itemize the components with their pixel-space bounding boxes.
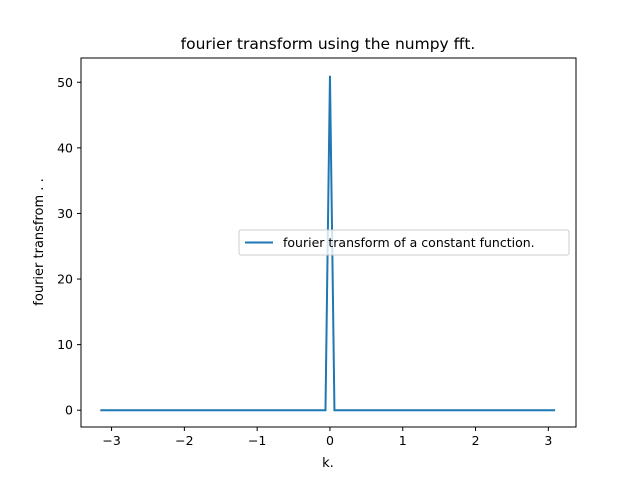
y-tick-label: 30 <box>57 206 73 221</box>
chart-title: fourier transform using the numpy fft. <box>181 35 476 53</box>
legend-entry-0: fourier transform of a constant function… <box>283 235 535 250</box>
y-tick-label: 20 <box>57 272 73 287</box>
y-tick-label: 40 <box>57 140 73 155</box>
y-tick-label: 10 <box>57 337 73 352</box>
x-tick-label: 3 <box>544 433 552 448</box>
x-tick-label: 1 <box>399 433 407 448</box>
y-tick-label: 0 <box>65 403 73 418</box>
axes-frame <box>80 57 577 428</box>
x-tick-label: −3 <box>102 433 120 448</box>
x-tick-label: 2 <box>472 433 480 448</box>
series-line-0 <box>100 75 556 412</box>
y-tick-label: 50 <box>57 75 73 90</box>
x-tick-label: −1 <box>248 433 266 448</box>
x-tick-label: −2 <box>175 433 193 448</box>
y-axis-label: fourier transfrom . . <box>32 178 47 305</box>
x-tick-label: 0 <box>326 433 334 448</box>
legend-box <box>238 229 570 256</box>
x-axis-label: k. <box>322 456 334 471</box>
